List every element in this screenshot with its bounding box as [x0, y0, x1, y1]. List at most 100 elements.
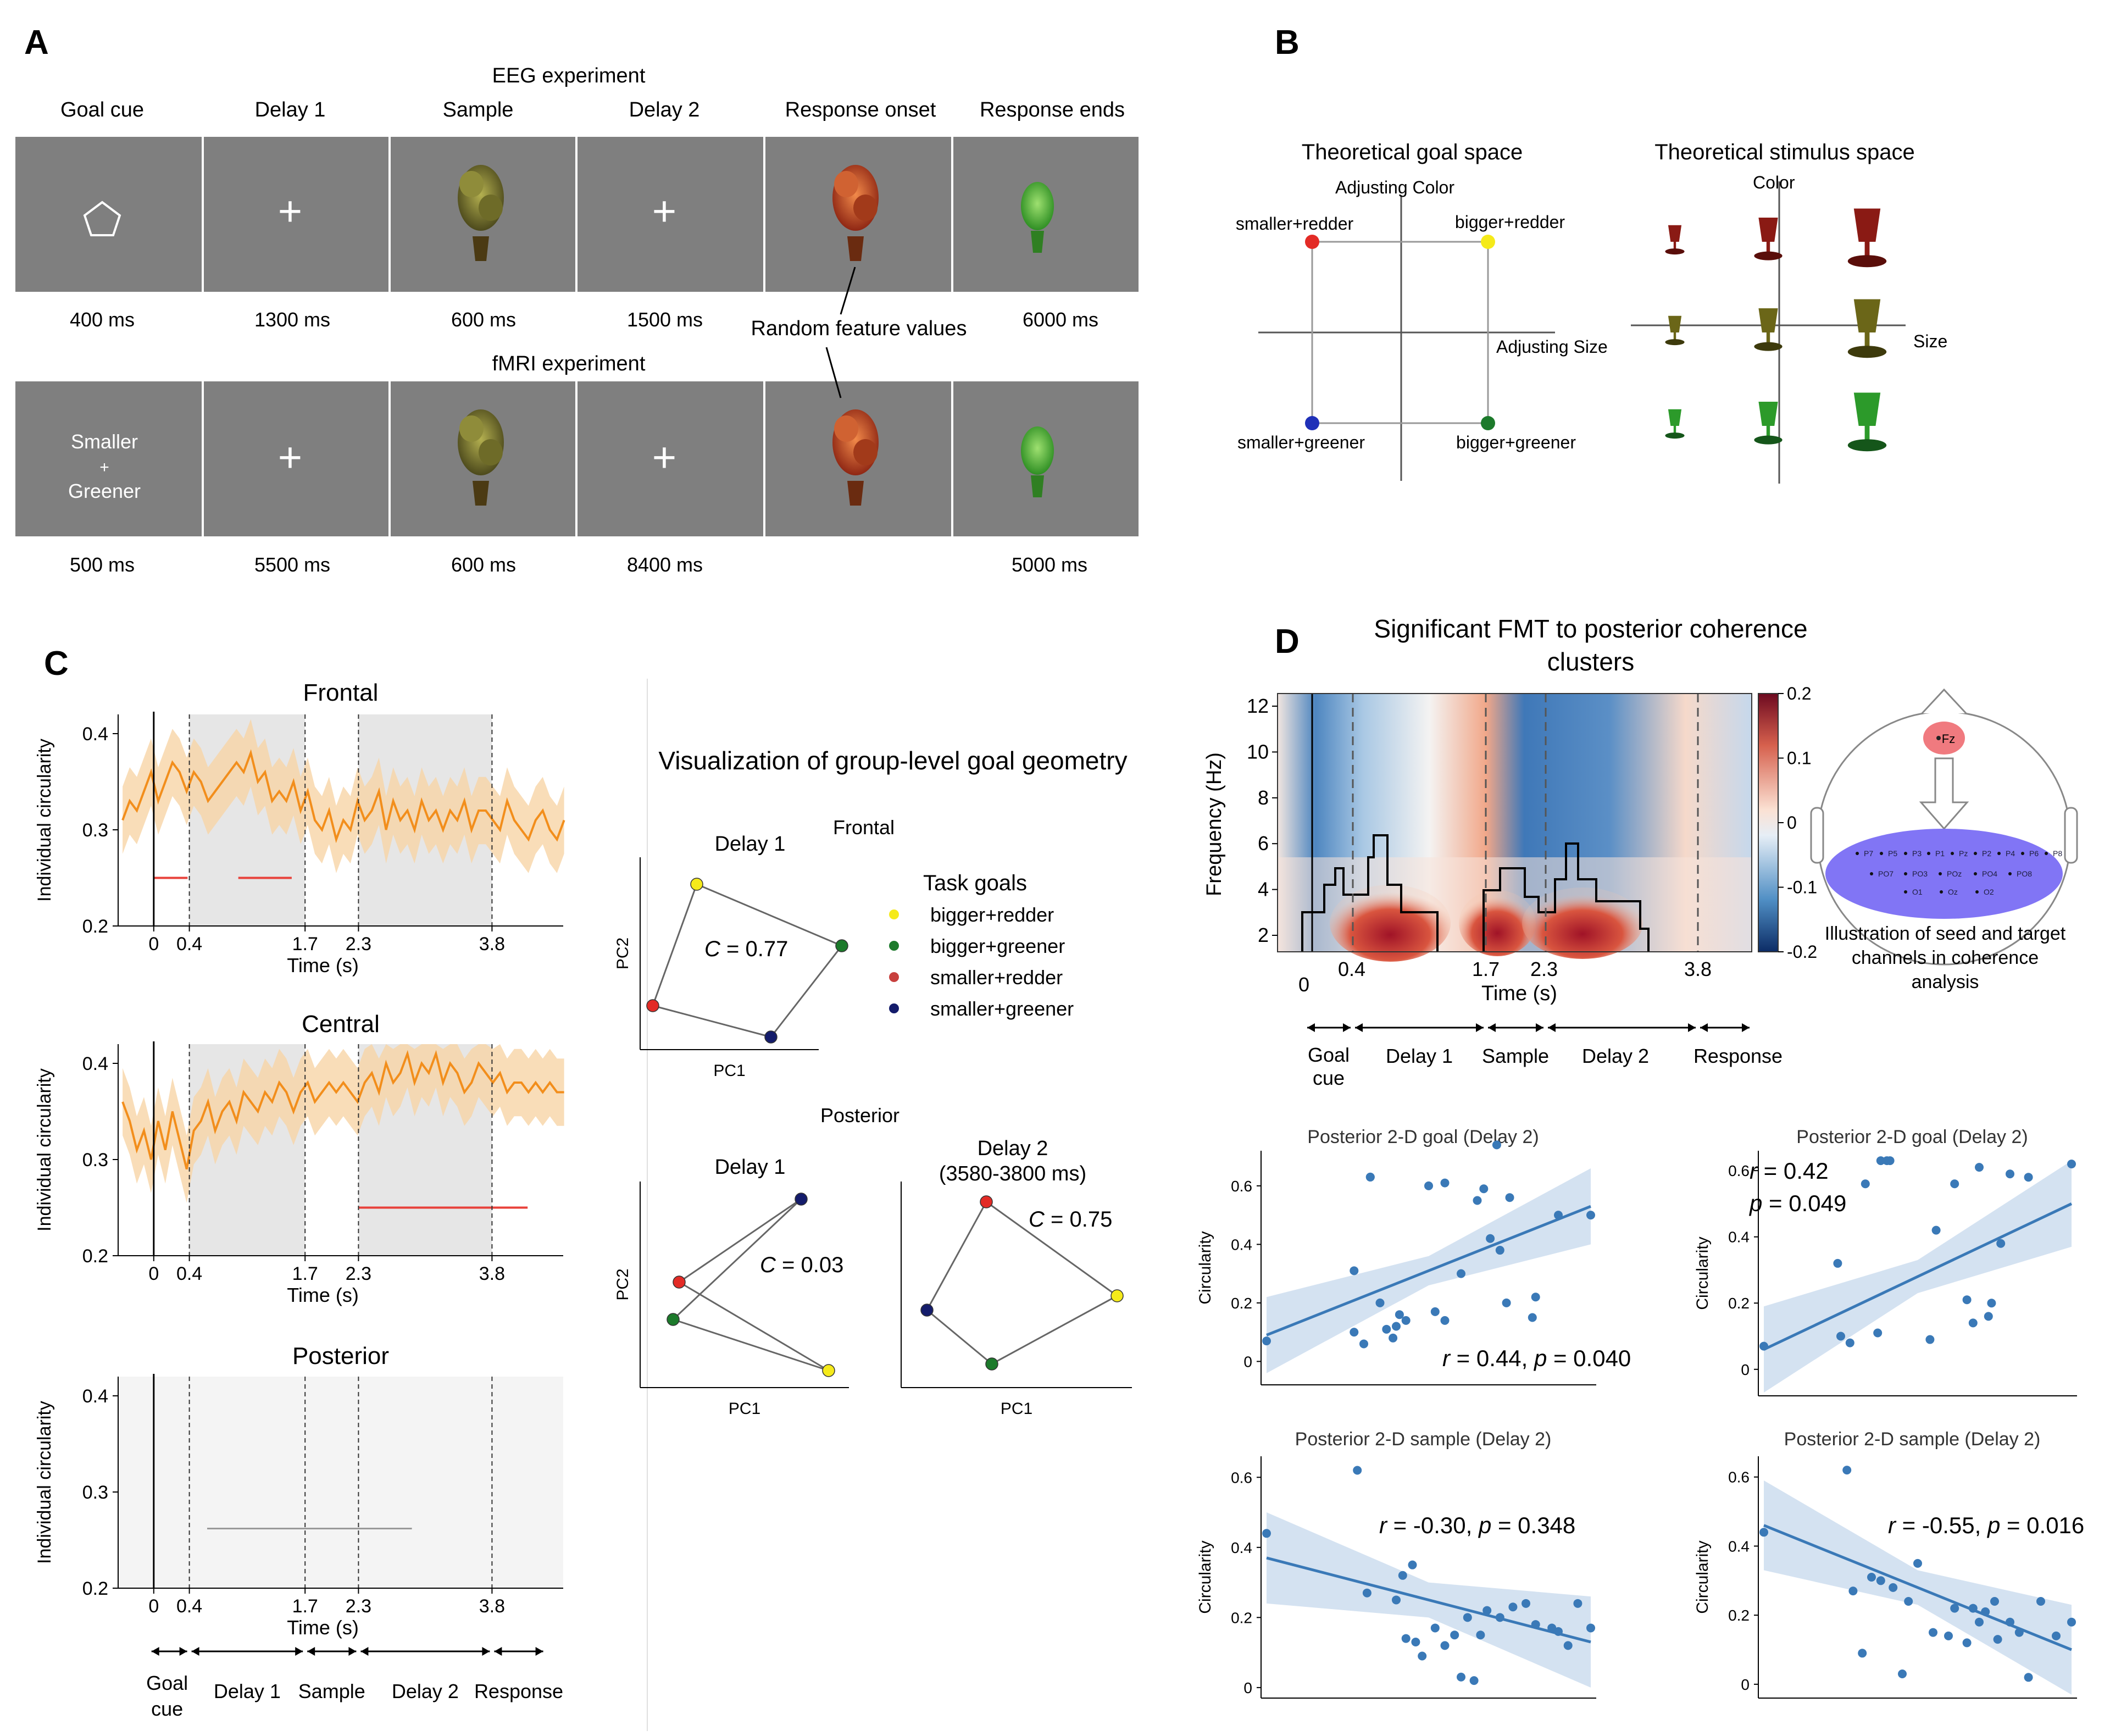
scatter-2-annotation-sym-1: r — [1379, 1512, 1388, 1538]
colorbar-ticks: 0.2 0.1 0 -0.1 -0.2 — [1778, 684, 1817, 962]
corner-smaller-redder-dot — [1305, 235, 1319, 249]
plant-response-ends-fmri-icon — [1021, 426, 1054, 497]
scatter-0-regression-line — [1266, 1205, 1591, 1336]
scatter-1-annotation-line-2-part-2: = 0.049 — [1762, 1190, 1846, 1216]
fmri-duration-2: 600 ms — [451, 553, 516, 576]
corner-bigger-greener-label: bigger+greener — [1456, 432, 1576, 452]
heatmap-xtick-3: 2.3 — [1530, 958, 1558, 980]
scatter-3-title: Posterior 2-D sample (Delay 2) — [1784, 1429, 2041, 1450]
heatmap-yticks: 12 10 8 6 4 2 — [1247, 695, 1278, 946]
phase-header-5: Response ends — [980, 98, 1125, 121]
line-chart-0-xtick-1: 0.4 — [176, 934, 202, 955]
channel-r2-3: PO4 — [1982, 869, 1997, 878]
pca-posterior-delay2-goal-point-1 — [1110, 1289, 1124, 1302]
scatter-1-ytick-2: 0.2 — [1728, 1295, 1750, 1312]
channel-dot-r1-4 — [1951, 852, 1954, 855]
pentagon-goal-cue-icon — [83, 201, 121, 236]
scatter-3-point-9 — [1913, 1558, 1922, 1568]
coherence-title-line-2: clusters — [1547, 647, 1634, 676]
scatter-2-point-22 — [1554, 1627, 1563, 1636]
scatter-0-annotation: r = 0.44, p = 0.040 — [1442, 1345, 1631, 1371]
scatter-1-point-18 — [2006, 1169, 2014, 1179]
line-chart-1-xtick-3: 2.3 — [346, 1263, 371, 1284]
pca-posterior-delay1-c-value: = 0.03 — [776, 1253, 843, 1277]
geometry-posterior-delay2-window: (3580-3800 ms) — [939, 1162, 1086, 1185]
line-chart-2-xtick-2: 1.7 — [292, 1596, 318, 1617]
pca-frontal-delay1-goal-point-0 — [690, 878, 703, 891]
pca-frontal-delay1-circularity: C = 0.77 — [704, 937, 788, 961]
pca-posterior-delay2-c-value: = 0.75 — [1045, 1207, 1112, 1232]
coherence-heatmap — [1277, 693, 1752, 962]
line-chart-1-confidence-band — [123, 1044, 564, 1203]
phase-label-goal: Goal — [146, 1672, 188, 1694]
scatter-0-ytick-3: 0 — [1243, 1353, 1252, 1370]
scatter-2-point-14 — [1469, 1676, 1479, 1685]
legend-label-1: bigger+greener — [930, 935, 1065, 957]
scatter-1-point-2 — [1836, 1332, 1845, 1341]
channel-dot-r1-8 — [2045, 852, 2048, 855]
channel-r3-0: O1 — [1912, 888, 1923, 896]
legend-marker-3 — [889, 1003, 899, 1013]
pca-posterior-delay2-edge-0 — [986, 1201, 1118, 1297]
plant-sample-fmri-icon — [458, 409, 504, 506]
stimulus-2-1-base — [1754, 435, 1783, 445]
colorbar-tick-2: 0 — [1787, 813, 1797, 833]
scatter-2-point-21 — [1547, 1623, 1557, 1633]
colorbar-tick-3: -0.1 — [1787, 878, 1817, 897]
scatter-3-ytick-3: 0 — [1741, 1676, 1750, 1693]
scatter-0-point-2 — [1350, 1328, 1359, 1337]
scatter-0-point-24 — [1528, 1313, 1537, 1322]
line-chart-0-xtick-3: 2.3 — [346, 934, 371, 955]
phase-arrowhead-left-2 — [307, 1647, 315, 1656]
panel-b: Theoretical goal space Theoretical stimu… — [1236, 140, 1947, 484]
channel-dot-r1-2 — [1904, 852, 1907, 855]
heatmap-ytick-4: 4 — [1258, 878, 1269, 901]
d-phase-arrowhead-left-0 — [1307, 1023, 1315, 1032]
channel-r1-7: P6 — [2029, 849, 2039, 858]
scatter-3-annotation-sym-3: p — [1986, 1512, 2000, 1538]
channel-dot-r2-3 — [1974, 872, 1977, 875]
colorbar — [1758, 693, 1779, 952]
stimulus-2-1-cup — [1758, 402, 1778, 426]
pca-posterior-delay1-goal-point-0 — [795, 1193, 808, 1206]
line-chart-2-title: Posterior — [292, 1343, 389, 1369]
pca-frontal-delay1-edge-1 — [770, 945, 843, 1038]
fixation-cross-fmri-2: + — [652, 434, 676, 481]
significant-cluster-outline-1 — [1301, 834, 1439, 952]
pca-frontal-delay1-pc2-label: PC2 — [614, 938, 632, 969]
posterior-channel-labels: P7 P5 P3 P1 Pz P2 P4 P6 P8 PO7 PO3 POz PO4 PO8 O1 Oz O2 — [1856, 849, 2062, 896]
scatter-1-annotation-line-1: r = 0.42 — [1750, 1158, 1829, 1184]
d-phase-label-sample: Sample — [1482, 1045, 1549, 1067]
plant-sample-eeg-icon — [458, 165, 504, 261]
line-chart-0-xtick-4: 3.8 — [479, 934, 505, 955]
scatter-2-ytick-1: 0.4 — [1231, 1539, 1252, 1556]
d-phase-arrowhead-right-0 — [1343, 1023, 1351, 1032]
heatmap-ytick-0: 12 — [1247, 695, 1269, 717]
line-chart-1-ytick-2: 0.4 — [82, 1053, 108, 1074]
channel-r1-0: P7 — [1864, 849, 1873, 858]
d-phase-arrowhead-right-2 — [1536, 1023, 1543, 1032]
pca-posterior-delay2-edge-1 — [991, 1295, 1118, 1365]
scatter-0-point-5 — [1365, 1172, 1375, 1182]
geometry-frontal-label: Frontal — [833, 816, 895, 839]
eeg-duration-2: 600 ms — [451, 308, 516, 331]
seed-to-target-arrow-icon — [1919, 757, 1969, 830]
d-phase-arrowhead-left-2 — [1488, 1023, 1496, 1032]
line-chart-0-title: Frontal — [303, 679, 379, 706]
scatter-1-ytick-3: 0 — [1741, 1361, 1750, 1378]
scatter-1-point-14 — [1975, 1163, 1984, 1172]
pca-posterior-delay1-goal-point-2 — [667, 1313, 680, 1326]
scatter-1-ytick-1: 0.4 — [1728, 1229, 1750, 1246]
line-chart-0-xtick-2: 1.7 — [292, 934, 318, 955]
channel-dot-r1-0 — [1856, 852, 1859, 855]
stimulus-2-2-base — [1847, 439, 1887, 452]
illustration-caption-line-3: analysis — [1912, 972, 1979, 992]
channel-r2-1: PO3 — [1912, 869, 1928, 878]
scatter-2-point-8 — [1418, 1651, 1427, 1661]
stimulus-0-2-stem — [1864, 242, 1870, 260]
stimulus-1-1-base — [1754, 342, 1783, 351]
pca-posterior-delay1-goal-point-1 — [673, 1275, 686, 1289]
head-right-ear — [2064, 807, 2078, 864]
scatter-0-point-6 — [1375, 1298, 1385, 1307]
scatter-3-point-15 — [1975, 1617, 1984, 1627]
